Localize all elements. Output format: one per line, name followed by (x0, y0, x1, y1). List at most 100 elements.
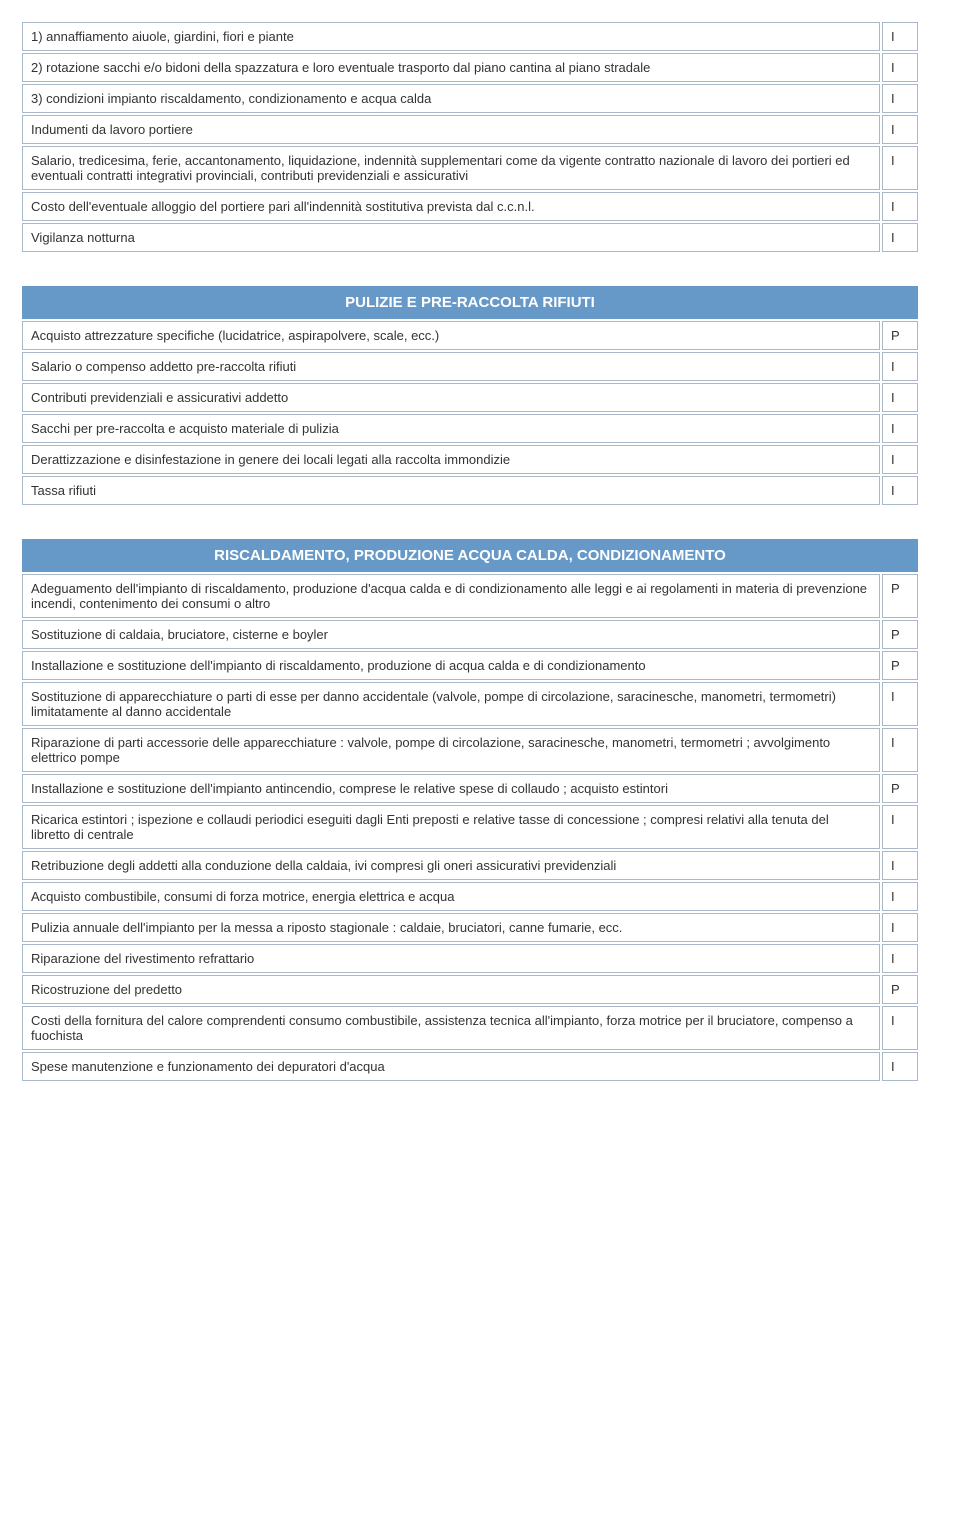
row-code: P (882, 321, 918, 350)
spacer (920, 286, 938, 319)
table-row: Adeguamento dell'impianto di riscaldamen… (22, 574, 938, 618)
table-row: Retribuzione degli addetti alla conduzio… (22, 851, 938, 880)
spacer (920, 1052, 938, 1081)
table-row: Ricostruzione del predettoP (22, 975, 938, 1004)
row-description: Ricarica estintori ; ispezione e collaud… (22, 805, 880, 849)
row-code: I (882, 445, 918, 474)
table-row: Sostituzione di apparecchiature o parti … (22, 682, 938, 726)
table-row: Acquisto combustibile, consumi di forza … (22, 882, 938, 911)
row-code: I (882, 1006, 918, 1050)
row-description: Derattizzazione e disinfestazione in gen… (22, 445, 880, 474)
table-row: Pulizia annuale dell'impianto per la mes… (22, 913, 938, 942)
row-code: I (882, 352, 918, 381)
row-code: I (882, 913, 918, 942)
row-description: Costo dell'eventuale alloggio del portie… (22, 192, 880, 221)
table-row: Riparazione del rivestimento refrattario… (22, 944, 938, 973)
row-code: I (882, 851, 918, 880)
spacer (920, 1006, 938, 1050)
spacer (920, 682, 938, 726)
table-row: Installazione e sostituzione dell'impian… (22, 651, 938, 680)
row-description: Acquisto combustibile, consumi di forza … (22, 882, 880, 911)
spacer (920, 882, 938, 911)
row-description: Indumenti da lavoro portiere (22, 115, 880, 144)
row-code: I (882, 728, 918, 772)
spacer (920, 321, 938, 350)
table-row: Tassa rifiutiI (22, 476, 938, 505)
row-code: I (882, 383, 918, 412)
row-description: Installazione e sostituzione dell'impian… (22, 774, 880, 803)
table-row: Costo dell'eventuale alloggio del portie… (22, 192, 938, 221)
spacer (920, 944, 938, 973)
row-description: Sacchi per pre-raccolta e acquisto mater… (22, 414, 880, 443)
table-pulizie: PULIZIE E PRE-RACCOLTA RIFIUTI Acquisto … (20, 284, 940, 507)
spacer (920, 115, 938, 144)
row-description: Salario, tredicesima, ferie, accantoname… (22, 146, 880, 190)
spacer (920, 352, 938, 381)
spacer (920, 774, 938, 803)
row-description: Contributi previdenziali e assicurativi … (22, 383, 880, 412)
spacer (920, 574, 938, 618)
row-description: Pulizia annuale dell'impianto per la mes… (22, 913, 880, 942)
row-code: P (882, 975, 918, 1004)
table-row: Salario, tredicesima, ferie, accantoname… (22, 146, 938, 190)
table-riscaldamento-header: RISCALDAMENTO, PRODUZIONE ACQUA CALDA, C… (22, 539, 918, 572)
row-code: I (882, 805, 918, 849)
row-code: P (882, 651, 918, 680)
row-code: I (882, 682, 918, 726)
spacer (920, 146, 938, 190)
row-code: I (882, 476, 918, 505)
spacer (920, 851, 938, 880)
table-row: Sacchi per pre-raccolta e acquisto mater… (22, 414, 938, 443)
spacer (920, 445, 938, 474)
spacer (920, 805, 938, 849)
spacer (920, 651, 938, 680)
table-riscaldamento: RISCALDAMENTO, PRODUZIONE ACQUA CALDA, C… (20, 537, 940, 1083)
spacer (920, 539, 938, 572)
table-row: Riparazione di parti accessorie delle ap… (22, 728, 938, 772)
row-code: I (882, 146, 918, 190)
spacer (920, 620, 938, 649)
table-row: Derattizzazione e disinfestazione in gen… (22, 445, 938, 474)
table-row: Ricarica estintori ; ispezione e collaud… (22, 805, 938, 849)
row-code: I (882, 22, 918, 51)
table-pulizie-body: Acquisto attrezzature specifiche (lucida… (22, 321, 938, 505)
table-row: Contributi previdenziali e assicurativi … (22, 383, 938, 412)
row-code: I (882, 882, 918, 911)
table-row: Installazione e sostituzione dell'impian… (22, 774, 938, 803)
table-portiere-body: 1) annaffiamento aiuole, giardini, fiori… (22, 22, 938, 252)
row-code: I (882, 192, 918, 221)
row-code: I (882, 1052, 918, 1081)
row-description: 1) annaffiamento aiuole, giardini, fiori… (22, 22, 880, 51)
row-description: Sostituzione di caldaia, bruciatore, cis… (22, 620, 880, 649)
row-code: I (882, 53, 918, 82)
spacer (920, 913, 938, 942)
table-row: Salario o compenso addetto pre-raccolta … (22, 352, 938, 381)
row-code: I (882, 223, 918, 252)
spacer (920, 192, 938, 221)
row-description: 2) rotazione sacchi e/o bidoni della spa… (22, 53, 880, 82)
spacer (920, 476, 938, 505)
table-row: 3) condizioni impianto riscaldamento, co… (22, 84, 938, 113)
table-pulizie-header: PULIZIE E PRE-RACCOLTA RIFIUTI (22, 286, 918, 319)
row-code: I (882, 115, 918, 144)
row-description: Retribuzione degli addetti alla conduzio… (22, 851, 880, 880)
row-description: Sostituzione di apparecchiature o parti … (22, 682, 880, 726)
row-description: 3) condizioni impianto riscaldamento, co… (22, 84, 880, 113)
row-code: I (882, 84, 918, 113)
table-row: 2) rotazione sacchi e/o bidoni della spa… (22, 53, 938, 82)
row-description: Adeguamento dell'impianto di riscaldamen… (22, 574, 880, 618)
table-row: 1) annaffiamento aiuole, giardini, fiori… (22, 22, 938, 51)
spacer (920, 84, 938, 113)
row-description: Salario o compenso addetto pre-raccolta … (22, 352, 880, 381)
table-portiere: 1) annaffiamento aiuole, giardini, fiori… (20, 20, 940, 254)
row-code: I (882, 944, 918, 973)
table-row: Indumenti da lavoro portiereI (22, 115, 938, 144)
table-row: Spese manutenzione e funzionamento dei d… (22, 1052, 938, 1081)
row-code: P (882, 574, 918, 618)
spacer (920, 414, 938, 443)
row-description: Ricostruzione del predetto (22, 975, 880, 1004)
row-code: P (882, 774, 918, 803)
table-row: Costi della fornitura del calore compren… (22, 1006, 938, 1050)
row-description: Riparazione di parti accessorie delle ap… (22, 728, 880, 772)
spacer (920, 22, 938, 51)
